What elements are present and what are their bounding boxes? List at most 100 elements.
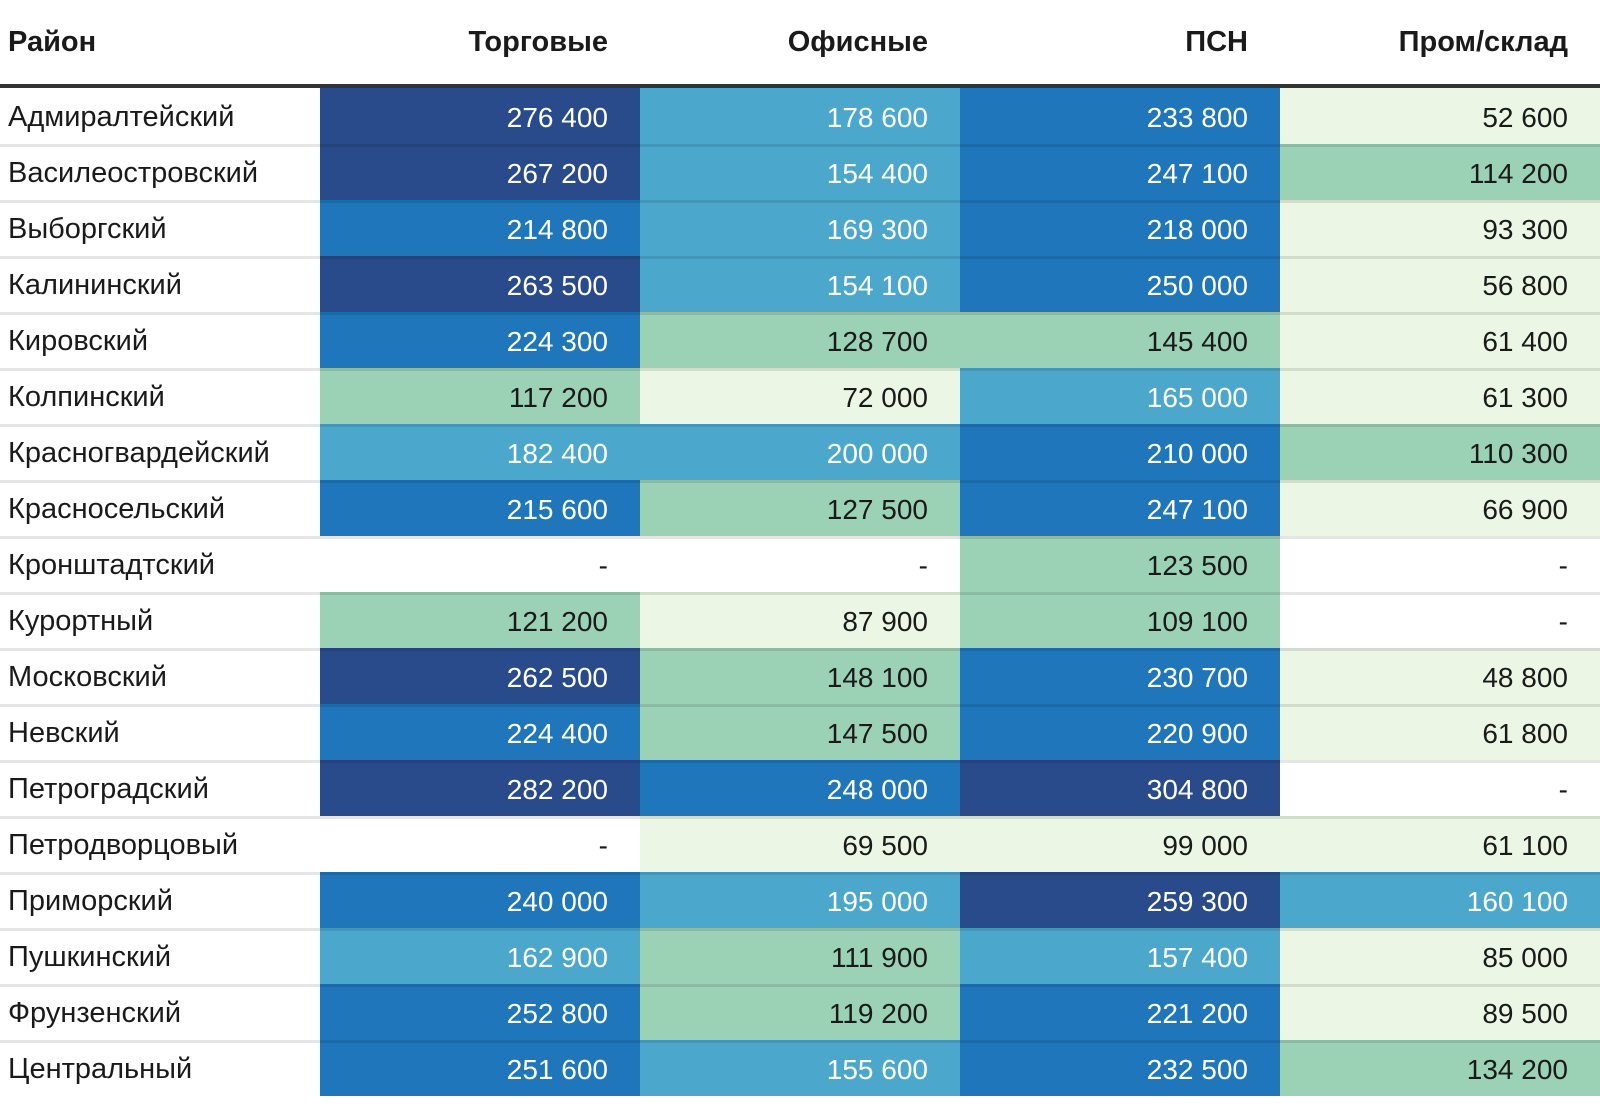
value-cell: 157 400 [960,928,1280,984]
value-cell: - [320,536,640,592]
table-row: Фрунзенский 252 800 119 200 221 200 89 500 [0,984,1600,1040]
value-cell: 182 400 [320,424,640,480]
value-cell: 276 400 [320,88,640,144]
district-name-cell: Красногвардейский [0,424,320,480]
table-row: Приморский 240 000 195 000 259 300 160 100 [0,872,1600,928]
value-cell: 61 800 [1280,704,1600,760]
value-cell: 224 300 [320,312,640,368]
district-name-cell: Московский [0,648,320,704]
table-row: Петродворцовый -69 500 99 000 61 100 [0,816,1600,872]
value-cell: 154 100 [640,256,960,312]
district-name-cell: Колпинский [0,368,320,424]
value-cell: - [1280,536,1600,592]
table-row: Курортный 121 200 87 900 109 100- [0,592,1600,648]
value-cell: 224 400 [320,704,640,760]
value-cell: 119 200 [640,984,960,1040]
value-cell: 248 000 [640,760,960,816]
column-header-3: Пром/склад [1280,0,1600,88]
value-cell: 154 400 [640,144,960,200]
value-cell: 230 700 [960,648,1280,704]
value-cell: 240 000 [320,872,640,928]
value-cell: 221 200 [960,984,1280,1040]
value-cell: 147 500 [640,704,960,760]
table-row: Василеостровский 267 200 154 400 247 100 114… [0,144,1600,200]
column-header-district: Район [0,0,320,88]
value-cell: 145 400 [960,312,1280,368]
value-cell: 87 900 [640,592,960,648]
value-cell: 232 500 [960,1040,1280,1096]
value-cell: 117 200 [320,368,640,424]
value-cell: 52 600 [1280,88,1600,144]
table-row: Кировский 224 300 128 700 145 400 61 400 [0,312,1600,368]
table-row: Калининский 263 500 154 100 250 000 56 800 [0,256,1600,312]
value-cell: 127 500 [640,480,960,536]
value-cell: 109 100 [960,592,1280,648]
value-cell: 128 700 [640,312,960,368]
district-name-cell: Фрунзенский [0,984,320,1040]
value-cell: 155 600 [640,1040,960,1096]
value-cell: 263 500 [320,256,640,312]
value-cell: 210 000 [960,424,1280,480]
district-name-cell: Кировский [0,312,320,368]
value-cell: 200 000 [640,424,960,480]
value-cell: 215 600 [320,480,640,536]
value-cell: 247 100 [960,480,1280,536]
district-name-cell: Пушкинский [0,928,320,984]
value-cell: - [640,536,960,592]
column-header-0: Торговые [320,0,640,88]
table-row: Колпинский 117 200 72 000 165 000 61 300 [0,368,1600,424]
district-name-cell: Невский [0,704,320,760]
district-name-cell: Калининский [0,256,320,312]
value-cell: 48 800 [1280,648,1600,704]
district-name-cell: Адмиралтейский [0,88,320,144]
value-cell: 111 900 [640,928,960,984]
table-row: Выборгский 214 800 169 300 218 000 93 300 [0,200,1600,256]
table-row: Центральный 251 600 155 600 232 500 134 200 [0,1040,1600,1096]
value-cell: 259 300 [960,872,1280,928]
value-cell: - [1280,592,1600,648]
value-cell: 114 200 [1280,144,1600,200]
value-cell: 214 800 [320,200,640,256]
value-cell: 66 900 [1280,480,1600,536]
value-cell: 218 000 [960,200,1280,256]
value-cell: 165 000 [960,368,1280,424]
table-row: Адмиралтейский 276 400 178 600 233 800 52 60… [0,88,1600,144]
district-name-cell: Красносельский [0,480,320,536]
value-cell: 252 800 [320,984,640,1040]
district-name-cell: Центральный [0,1040,320,1096]
district-name-cell: Петродворцовый [0,816,320,872]
value-cell: 61 300 [1280,368,1600,424]
value-cell: 250 000 [960,256,1280,312]
value-cell: 169 300 [640,200,960,256]
value-cell: 89 500 [1280,984,1600,1040]
value-cell: 99 000 [960,816,1280,872]
table-row: Московский 262 500 148 100 230 700 48 800 [0,648,1600,704]
value-cell: 110 300 [1280,424,1600,480]
value-cell: 282 200 [320,760,640,816]
table-row: Петроградский 282 200 248 000 304 800- [0,760,1600,816]
value-cell: 178 600 [640,88,960,144]
value-cell: 220 900 [960,704,1280,760]
value-cell: 121 200 [320,592,640,648]
district-name-cell: Курортный [0,592,320,648]
district-name-cell: Кронштадтский [0,536,320,592]
value-cell: 233 800 [960,88,1280,144]
column-header-1: Офисные [640,0,960,88]
value-cell: 61 400 [1280,312,1600,368]
district-name-cell: Василеостровский [0,144,320,200]
table-row: Невский 224 400 147 500 220 900 61 800 [0,704,1600,760]
value-cell: 160 100 [1280,872,1600,928]
value-cell: 251 600 [320,1040,640,1096]
value-cell: 72 000 [640,368,960,424]
value-cell: 148 100 [640,648,960,704]
table-row: Красногвардейский 182 400 200 000 210 000 11… [0,424,1600,480]
value-cell: 123 500 [960,536,1280,592]
value-cell: 262 500 [320,648,640,704]
value-cell: 247 100 [960,144,1280,200]
table-row: Красносельский 215 600 127 500 247 100 66 90… [0,480,1600,536]
value-cell: - [320,816,640,872]
district-name-cell: Выборгский [0,200,320,256]
value-cell: 304 800 [960,760,1280,816]
